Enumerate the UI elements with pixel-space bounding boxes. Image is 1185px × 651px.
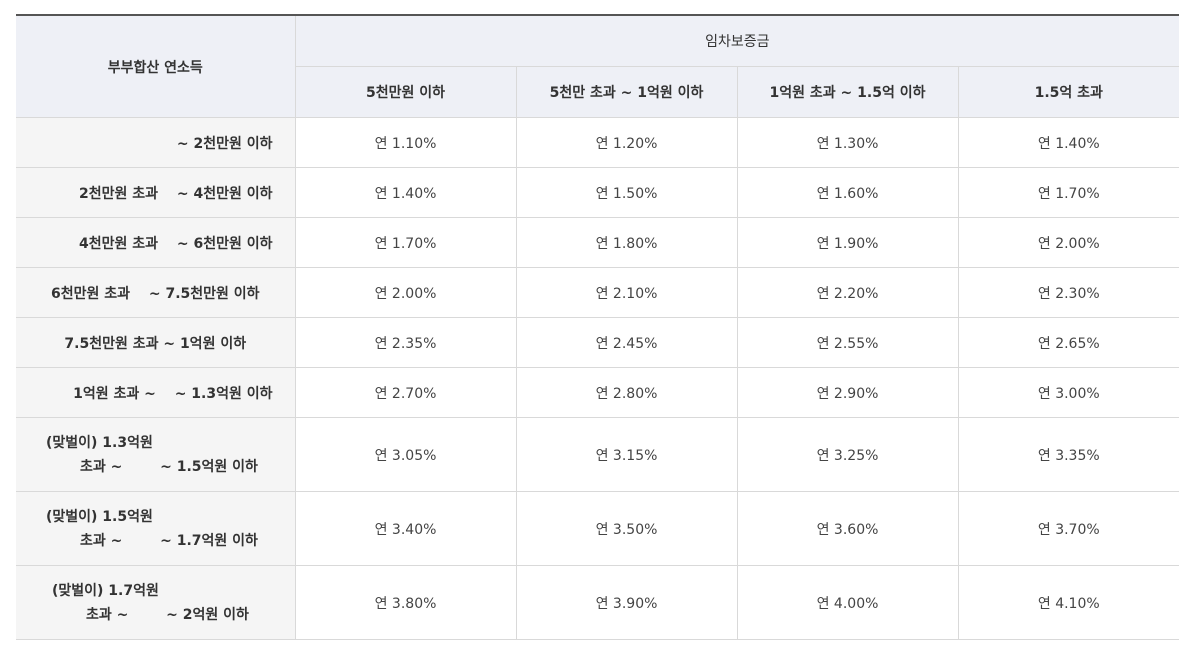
rate-cell: 연 2.00% bbox=[294, 267, 517, 318]
row-header-income: 부부합산 연소득 bbox=[16, 14, 296, 118]
income-bracket-label-line1: (맞벌이) 1.5억원 bbox=[46, 508, 153, 525]
table-row: ~ 2천만원 이하 연 1.10% 연 1.20% 연 1.30% 연 1.40… bbox=[16, 117, 1180, 168]
rate-cell: 연 2.90% bbox=[736, 367, 959, 418]
income-bracket-label-line2: 초과 ~ ~ 1.5억원 이하 bbox=[80, 458, 258, 475]
income-bracket-label: (맞벌이) 1.3억원 초과 ~ ~ 1.5억원 이하 bbox=[16, 417, 296, 492]
rate-cell: 연 2.10% bbox=[515, 267, 738, 318]
rate-cell: 연 1.90% bbox=[736, 217, 959, 268]
rate-cell: 연 2.55% bbox=[736, 317, 959, 368]
rate-cell: 연 1.20% bbox=[515, 117, 738, 168]
table-row: (맞벌이) 1.3억원 초과 ~ ~ 1.5억원 이하 연 3.05% 연 3.… bbox=[16, 417, 1180, 492]
rate-cell: 연 2.20% bbox=[736, 267, 959, 318]
rate-cell: 연 2.70% bbox=[294, 367, 517, 418]
table-body: ~ 2천만원 이하 연 1.10% 연 1.20% 연 1.30% 연 1.40… bbox=[16, 117, 1180, 640]
rate-cell: 연 2.45% bbox=[515, 317, 738, 368]
table-row: 1억원 초과 ~ ~ 1.3억원 이하 연 2.70% 연 2.80% 연 2.… bbox=[16, 367, 1180, 418]
rate-cell: 연 2.35% bbox=[294, 317, 517, 368]
income-bracket-label-line2: 초과 ~ ~ 2억원 이하 bbox=[86, 606, 249, 623]
income-bracket-label: 6천만원 초과 ~ 7.5천만원 이하 bbox=[16, 267, 296, 318]
rate-cell: 연 3.90% bbox=[515, 565, 738, 640]
rate-cell: 연 3.40% bbox=[294, 491, 517, 566]
table-row: 6천만원 초과 ~ 7.5천만원 이하 연 2.00% 연 2.10% 연 2.… bbox=[16, 267, 1180, 318]
rate-cell: 연 2.65% bbox=[957, 317, 1180, 368]
income-bracket-label-line2: 초과 ~ ~ 1.7억원 이하 bbox=[80, 532, 258, 549]
column-group-deposit: 임차보증금 bbox=[294, 14, 1180, 67]
table-row: (맞벌이) 1.7억원 초과 ~ ~ 2억원 이하 연 3.80% 연 3.90… bbox=[16, 565, 1180, 640]
column-header-deposit-2: 5천만 초과 ~ 1억원 이하 bbox=[515, 66, 738, 118]
table-row: 7.5천만원 초과 ~ 1억원 이하 연 2.35% 연 2.45% 연 2.5… bbox=[16, 317, 1180, 368]
rate-cell: 연 3.50% bbox=[515, 491, 738, 566]
rate-cell: 연 1.10% bbox=[294, 117, 517, 168]
income-bracket-label: (맞벌이) 1.7억원 초과 ~ ~ 2억원 이하 bbox=[16, 565, 296, 640]
table-header: 부부합산 연소득 임차보증금 5천만원 이하 5천만 초과 ~ 1억원 이하 1… bbox=[16, 14, 1180, 118]
table-row: 2천만원 초과 ~ 4천만원 이하 연 1.40% 연 1.50% 연 1.60… bbox=[16, 167, 1180, 218]
header-row-group: 부부합산 연소득 임차보증금 bbox=[16, 14, 1180, 118]
rate-cell: 연 3.05% bbox=[294, 417, 517, 492]
income-bracket-label: 1억원 초과 ~ ~ 1.3억원 이하 bbox=[16, 367, 296, 418]
income-bracket-label: 7.5천만원 초과 ~ 1억원 이하 bbox=[16, 317, 296, 368]
rate-cell: 연 3.80% bbox=[294, 565, 517, 640]
rate-cell: 연 1.80% bbox=[515, 217, 738, 268]
rate-cell: 연 1.50% bbox=[515, 167, 738, 218]
rate-cell: 연 2.30% bbox=[957, 267, 1180, 318]
rate-cell: 연 3.00% bbox=[957, 367, 1180, 418]
column-header-deposit-1: 5천만원 이하 bbox=[295, 66, 517, 118]
income-bracket-label-line1: (맞벌이) 1.7억원 bbox=[52, 582, 159, 599]
column-header-deposit-4: 1.5억 초과 bbox=[957, 66, 1180, 118]
income-bracket-label-line1: (맞벌이) 1.3억원 bbox=[46, 434, 153, 451]
rate-cell: 연 1.70% bbox=[294, 217, 517, 268]
interest-rate-table: 부부합산 연소득 임차보증금 5천만원 이하 5천만 초과 ~ 1억원 이하 1… bbox=[16, 14, 1180, 640]
rate-cell: 연 4.00% bbox=[736, 565, 959, 640]
table-row: 4천만원 초과 ~ 6천만원 이하 연 1.70% 연 1.80% 연 1.90… bbox=[16, 217, 1180, 268]
rate-cell: 연 4.10% bbox=[957, 565, 1180, 640]
rate-cell: 연 1.40% bbox=[294, 167, 517, 218]
rate-cell: 연 2.80% bbox=[515, 367, 738, 418]
income-bracket-label: ~ 2천만원 이하 bbox=[16, 117, 296, 168]
rate-cell: 연 3.70% bbox=[957, 491, 1180, 566]
rate-cell: 연 1.30% bbox=[736, 117, 959, 168]
rate-cell: 연 3.60% bbox=[736, 491, 959, 566]
column-header-deposit-3: 1억원 초과 ~ 1.5억 이하 bbox=[736, 66, 959, 118]
rate-cell: 연 3.35% bbox=[957, 417, 1180, 492]
rate-cell: 연 1.60% bbox=[736, 167, 959, 218]
income-bracket-label: (맞벌이) 1.5억원 초과 ~ ~ 1.7억원 이하 bbox=[16, 491, 296, 566]
table-row: (맞벌이) 1.5억원 초과 ~ ~ 1.7억원 이하 연 3.40% 연 3.… bbox=[16, 491, 1180, 566]
income-bracket-label: 4천만원 초과 ~ 6천만원 이하 bbox=[16, 217, 296, 268]
rate-cell: 연 1.40% bbox=[957, 117, 1180, 168]
rate-cell: 연 3.15% bbox=[515, 417, 738, 492]
rate-cell: 연 3.25% bbox=[736, 417, 959, 492]
income-bracket-label: 2천만원 초과 ~ 4천만원 이하 bbox=[16, 167, 296, 218]
rate-cell: 연 2.00% bbox=[957, 217, 1180, 268]
rate-cell: 연 1.70% bbox=[957, 167, 1180, 218]
